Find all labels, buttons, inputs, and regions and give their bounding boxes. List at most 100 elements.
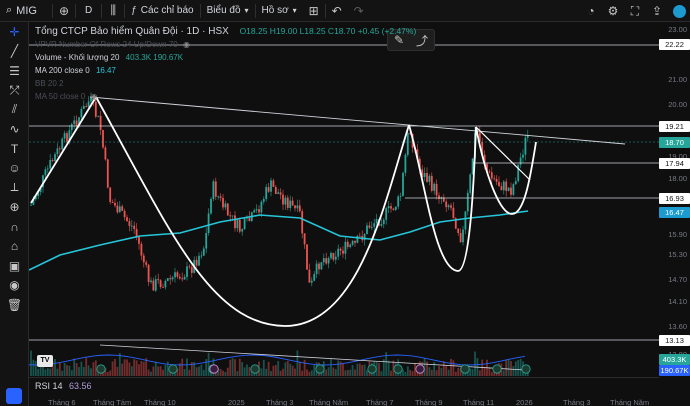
volume-bar xyxy=(411,371,414,376)
candle-body xyxy=(159,280,162,287)
volume-bar xyxy=(142,361,145,376)
volume-bar xyxy=(152,366,155,376)
handle-wedge-line[interactable] xyxy=(475,126,531,181)
indicators-button[interactable]: ƒ Các chỉ báo xyxy=(125,0,199,22)
indicator-value: 16.47 xyxy=(95,66,116,75)
candle-body xyxy=(56,148,59,155)
indicator-ma50[interactable]: MA 50 close 0 ◉ xyxy=(35,92,97,101)
time-tick: Tháng 3 xyxy=(563,398,591,406)
candle-body xyxy=(320,262,323,270)
text-icon[interactable]: T xyxy=(10,141,19,156)
volume-bar xyxy=(214,371,217,376)
eye-icon[interactable]: ◉ xyxy=(9,278,20,293)
handle-curve[interactable] xyxy=(475,126,537,215)
indicators-icon: ƒ xyxy=(131,5,137,16)
alert-clock-icon[interactable]: ◔ xyxy=(587,4,595,18)
ruler-icon[interactable]: ⟂ xyxy=(10,180,19,195)
gear-icon[interactable]: ⚙ xyxy=(607,4,619,18)
candle-body xyxy=(397,196,400,207)
volume-bar xyxy=(260,368,263,376)
eye-icon[interactable]: ◉ xyxy=(90,92,98,101)
emoji-icon[interactable]: ☺ xyxy=(8,161,21,176)
eye-icon[interactable]: ◉ xyxy=(182,40,190,49)
symbol-search[interactable]: ⌕ MIG xyxy=(0,4,52,17)
dividend-marker-icon[interactable] xyxy=(367,364,377,374)
earnings-marker-icon[interactable] xyxy=(209,364,219,374)
indicator-ma200[interactable]: MA 200 close 0 16.47 xyxy=(35,66,116,75)
candle-body xyxy=(505,181,508,191)
chart-type-menu[interactable]: Biểu đồ ▾ xyxy=(201,0,255,22)
candle-body xyxy=(109,187,112,202)
volume-bar xyxy=(282,368,284,376)
candle-body xyxy=(349,244,352,247)
dividend-marker-icon[interactable] xyxy=(315,364,325,374)
volume-bar xyxy=(507,359,510,376)
compare-add-icon[interactable]: ⊕ xyxy=(58,3,70,18)
candle-body xyxy=(123,210,126,218)
indicator-volume[interactable]: Volume - Khối lượng 20 403.3K 190.67K xyxy=(35,53,183,62)
earnings-marker-icon[interactable] xyxy=(415,364,425,374)
volume-bar xyxy=(363,364,366,376)
undo-icon[interactable]: ↶ xyxy=(331,3,342,18)
dividend-marker-icon[interactable] xyxy=(96,364,106,374)
dividend-marker-icon[interactable] xyxy=(393,364,403,374)
indicator-vpvr[interactable]: VPVR Number Of Rows 24 Up/Down 70 ◉ xyxy=(35,40,190,49)
interval-button[interactable]: D xyxy=(85,5,93,16)
volume-bar xyxy=(205,359,208,376)
channel-icon[interactable]: ⫽ xyxy=(11,102,18,117)
volume-bar xyxy=(200,364,203,376)
volume-bar xyxy=(178,363,181,376)
rsi-legend[interactable]: RSI 14 63.56 xyxy=(35,381,92,391)
brush-icon[interactable]: ∿ xyxy=(9,122,20,137)
candle-body xyxy=(342,250,344,254)
candle-body xyxy=(519,157,522,165)
fullscreen-icon[interactable]: ⛶ xyxy=(630,3,640,18)
trash-icon[interactable]: 🗑 xyxy=(6,297,23,312)
curve-tool-icon[interactable]: ⤴ xyxy=(415,33,428,48)
zoom-in-icon[interactable]: ⊕ xyxy=(9,200,20,215)
resistance-trend-line[interactable] xyxy=(89,96,626,145)
price-chart[interactable] xyxy=(29,22,659,406)
candle-body xyxy=(339,248,342,251)
dividend-marker-icon[interactable] xyxy=(168,364,178,374)
dividend-marker-icon[interactable] xyxy=(460,364,470,374)
volume-bar xyxy=(126,359,128,376)
candle-body xyxy=(145,262,148,265)
dividend-marker-icon[interactable] xyxy=(250,364,260,374)
dividend-marker-icon[interactable] xyxy=(521,364,531,374)
inner-cup-curve[interactable] xyxy=(408,124,477,272)
magnet-icon[interactable]: ∩ xyxy=(10,219,19,234)
layout-grid-icon[interactable]: ⊞ xyxy=(308,3,319,18)
brush-icon[interactable]: ✎ xyxy=(393,33,405,47)
bottom-panel-toggle-icon[interactable] xyxy=(6,388,22,404)
price-axis[interactable]: 23.00 21.00 20.00 19.00 18.00 17.00 15.9… xyxy=(659,22,690,406)
lock-drawings-icon[interactable]: ⌂ xyxy=(10,239,19,254)
candle-body xyxy=(46,168,49,170)
candle-body xyxy=(44,169,47,176)
trend-line-icon[interactable]: ╱ xyxy=(10,44,19,59)
price-tick: 21.00 xyxy=(668,75,687,84)
profile-menu[interactable]: Hồ sơ ▾ xyxy=(256,0,303,22)
divider xyxy=(124,3,126,18)
candle-body xyxy=(464,211,467,230)
crosshair-icon[interactable]: ✛ xyxy=(9,24,20,39)
rsi-pane-divider[interactable] xyxy=(29,377,659,378)
fib-levels-icon[interactable]: ☰ xyxy=(9,63,20,78)
cup-left-rim[interactable] xyxy=(30,96,97,204)
pattern-icon[interactable]: ⤱ xyxy=(9,82,20,97)
dividend-marker-icon[interactable] xyxy=(492,364,502,374)
lock-icon[interactable]: ▣ xyxy=(8,258,21,273)
redo-icon[interactable]: ↷ xyxy=(353,3,364,18)
price-tick: 19.00 xyxy=(668,152,687,161)
volume-bar xyxy=(121,363,124,376)
candles-icon[interactable]: ⫼ xyxy=(110,3,116,17)
volume-bar xyxy=(46,368,49,376)
cup-curve[interactable] xyxy=(95,96,410,327)
candle-body xyxy=(111,201,114,203)
indicator-bb[interactable]: BB 20 2 xyxy=(35,79,63,88)
volume-bar xyxy=(183,369,186,376)
share-icon[interactable]: ⇪ xyxy=(651,4,663,18)
volume-bar xyxy=(176,368,179,376)
candle-body xyxy=(310,280,313,283)
volume-trend-line[interactable] xyxy=(99,344,526,371)
